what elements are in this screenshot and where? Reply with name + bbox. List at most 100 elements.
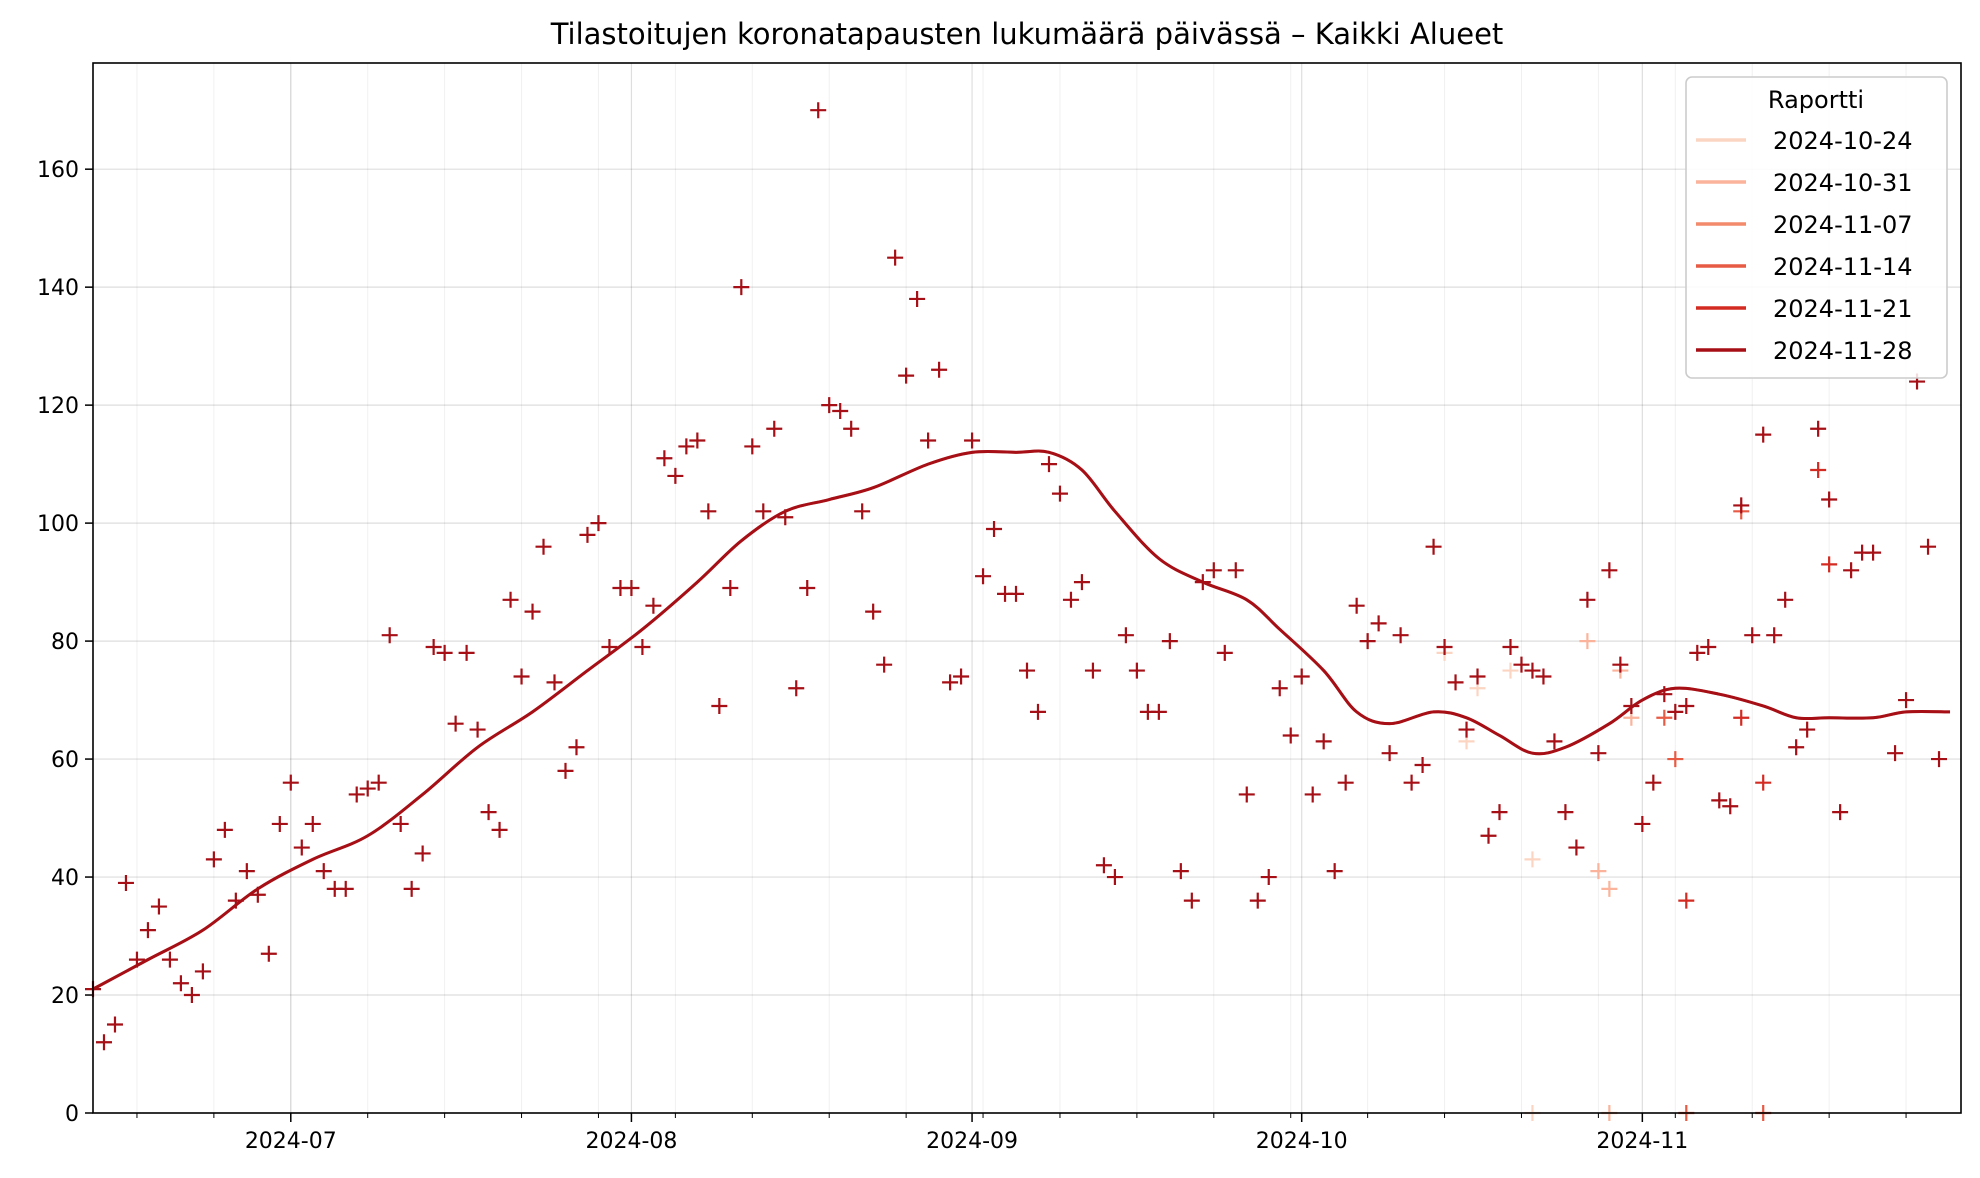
- x-tick-label: 2024-11: [1596, 1129, 1688, 1154]
- x-tick-label: 2024-07: [245, 1129, 337, 1154]
- data-point: [1513, 656, 1530, 673]
- data-point: [106, 1016, 123, 1033]
- data-point: [1920, 538, 1937, 555]
- data-point: [1579, 591, 1596, 608]
- data-point: [788, 680, 805, 697]
- data-point: [1777, 591, 1794, 608]
- data-point: [601, 638, 618, 655]
- data-point: [1601, 880, 1618, 897]
- legend-label: 2024-11-28: [1773, 337, 1912, 365]
- data-point: [755, 503, 772, 520]
- data-point: [1458, 721, 1475, 738]
- data-point: [1755, 426, 1772, 443]
- chart-title: Tilastoitujen koronatapausten lukumäärä …: [550, 17, 1504, 51]
- data-point: [1205, 562, 1222, 579]
- data-point: [1755, 774, 1772, 791]
- data-point: [1359, 633, 1376, 650]
- data-point: [370, 774, 387, 791]
- data-point: [535, 538, 552, 555]
- data-point: [898, 367, 915, 384]
- data-point: [183, 987, 200, 1004]
- data-point: [513, 668, 530, 685]
- data-point: [1931, 751, 1948, 768]
- data-point: [1260, 869, 1277, 886]
- data-point: [854, 503, 871, 520]
- data-point: [1733, 709, 1750, 726]
- data-point: [1062, 591, 1079, 608]
- data-point: [403, 880, 420, 897]
- data-point: [271, 815, 288, 832]
- data-point: [1557, 804, 1574, 821]
- data-point: [1898, 692, 1915, 709]
- y-tick-label: 100: [37, 512, 79, 537]
- data-point: [744, 438, 761, 455]
- y-tick-label: 160: [37, 158, 79, 183]
- data-point: [909, 290, 926, 307]
- legend-box: [1685, 76, 1948, 379]
- data-point: [1502, 638, 1519, 655]
- data-point: [1019, 662, 1035, 679]
- data-point: [557, 762, 574, 779]
- data-point: [249, 886, 266, 903]
- data-point: [1678, 697, 1695, 714]
- data-point: [1744, 627, 1761, 644]
- legend: Raportti 2024-10-242024-10-312024-11-072…: [1685, 76, 1948, 379]
- data-point: [546, 674, 563, 691]
- data-point: [227, 892, 244, 909]
- data-point: [414, 845, 431, 862]
- data-point: [1337, 774, 1354, 791]
- x-axis-ticks: 2024-07 2024-08 2024-09 2024-10 2024-11: [136, 1113, 1907, 1154]
- data-point: [293, 839, 310, 856]
- data-point: [1623, 697, 1640, 714]
- data-point: [1788, 739, 1805, 756]
- data-point: [1128, 662, 1145, 679]
- data-point: [810, 102, 827, 119]
- data-point: [315, 863, 332, 880]
- data-point: [920, 432, 937, 449]
- data-point: [205, 851, 222, 868]
- data-point: [216, 821, 233, 838]
- series-2024-11-21: [1678, 462, 1838, 909]
- data-point: [480, 804, 497, 821]
- data-point: [381, 627, 398, 644]
- data-point: [931, 361, 948, 378]
- data-point: [447, 715, 464, 732]
- legend-label: 2024-10-24: [1773, 127, 1912, 155]
- data-point: [1106, 869, 1123, 886]
- data-point: [1590, 745, 1607, 762]
- data-point: [1051, 485, 1068, 502]
- data-point: [1535, 668, 1552, 685]
- y-tick-label: 20: [51, 984, 79, 1009]
- data-point: [1293, 668, 1310, 685]
- data-point: [469, 721, 486, 738]
- data-point: [1008, 585, 1025, 602]
- data-point: [1271, 680, 1288, 697]
- data-point: [1073, 574, 1090, 591]
- data-point: [1282, 727, 1299, 744]
- y-tick-label: 140: [37, 276, 79, 301]
- data-point: [1304, 786, 1321, 803]
- data-point: [1403, 774, 1420, 791]
- data-point: [678, 438, 695, 455]
- data-point: [1590, 863, 1607, 880]
- data-point: [821, 397, 838, 414]
- data-point: [1722, 798, 1739, 815]
- data-point: [1491, 804, 1508, 821]
- data-point: [458, 644, 475, 661]
- data-point: [623, 580, 640, 596]
- data-point: [953, 668, 970, 685]
- legend-label: 2024-11-14: [1773, 253, 1912, 281]
- legend-label: 2024-11-07: [1773, 211, 1912, 239]
- data-point: [1832, 804, 1849, 821]
- data-point: [711, 697, 728, 714]
- data-point: [238, 863, 255, 880]
- data-point: [1249, 892, 1266, 909]
- data-point: [1150, 703, 1167, 720]
- data-point: [700, 503, 717, 520]
- data-point: [1645, 774, 1662, 791]
- data-point: [172, 975, 189, 992]
- data-point: [1667, 703, 1684, 720]
- data-point: [1524, 662, 1541, 679]
- data-point: [1865, 544, 1882, 561]
- data-point: [1766, 627, 1783, 644]
